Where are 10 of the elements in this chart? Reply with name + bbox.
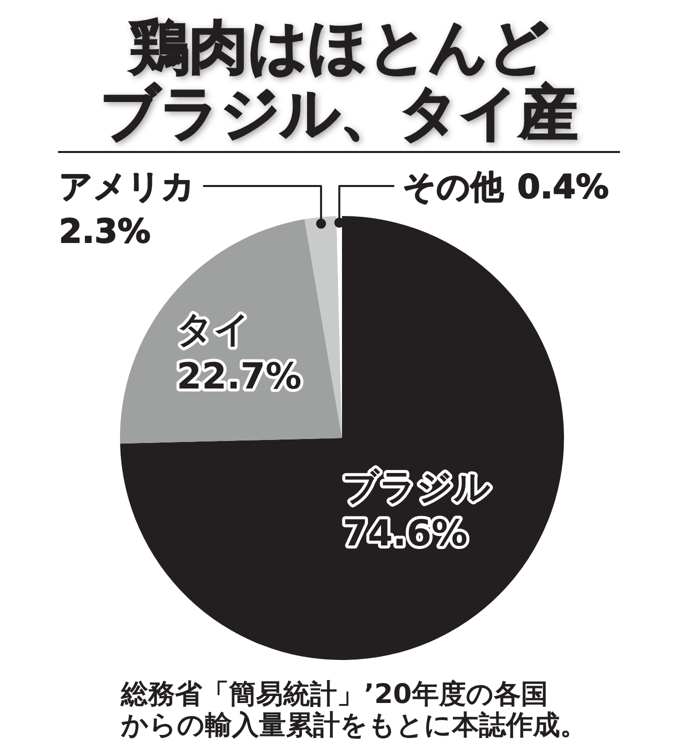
data-label: 2.3% xyxy=(59,212,151,250)
slice-label: タイ xyxy=(176,310,251,351)
data-label: 74.6% xyxy=(342,514,468,555)
slice-label: アメリカ xyxy=(59,166,196,206)
data-label: 22.7% xyxy=(176,356,302,398)
slice-label: ブラジル xyxy=(342,466,491,508)
chart-title: 鶏肉はほとんどブラジル、タイ産 xyxy=(58,12,620,153)
slice-label: その他 xyxy=(402,166,504,206)
text: 総務省「簡易統計」’20年度の各国からの輸入量累計をもとに本誌作成。 xyxy=(121,679,588,741)
data-label: 0.4% xyxy=(517,166,609,206)
